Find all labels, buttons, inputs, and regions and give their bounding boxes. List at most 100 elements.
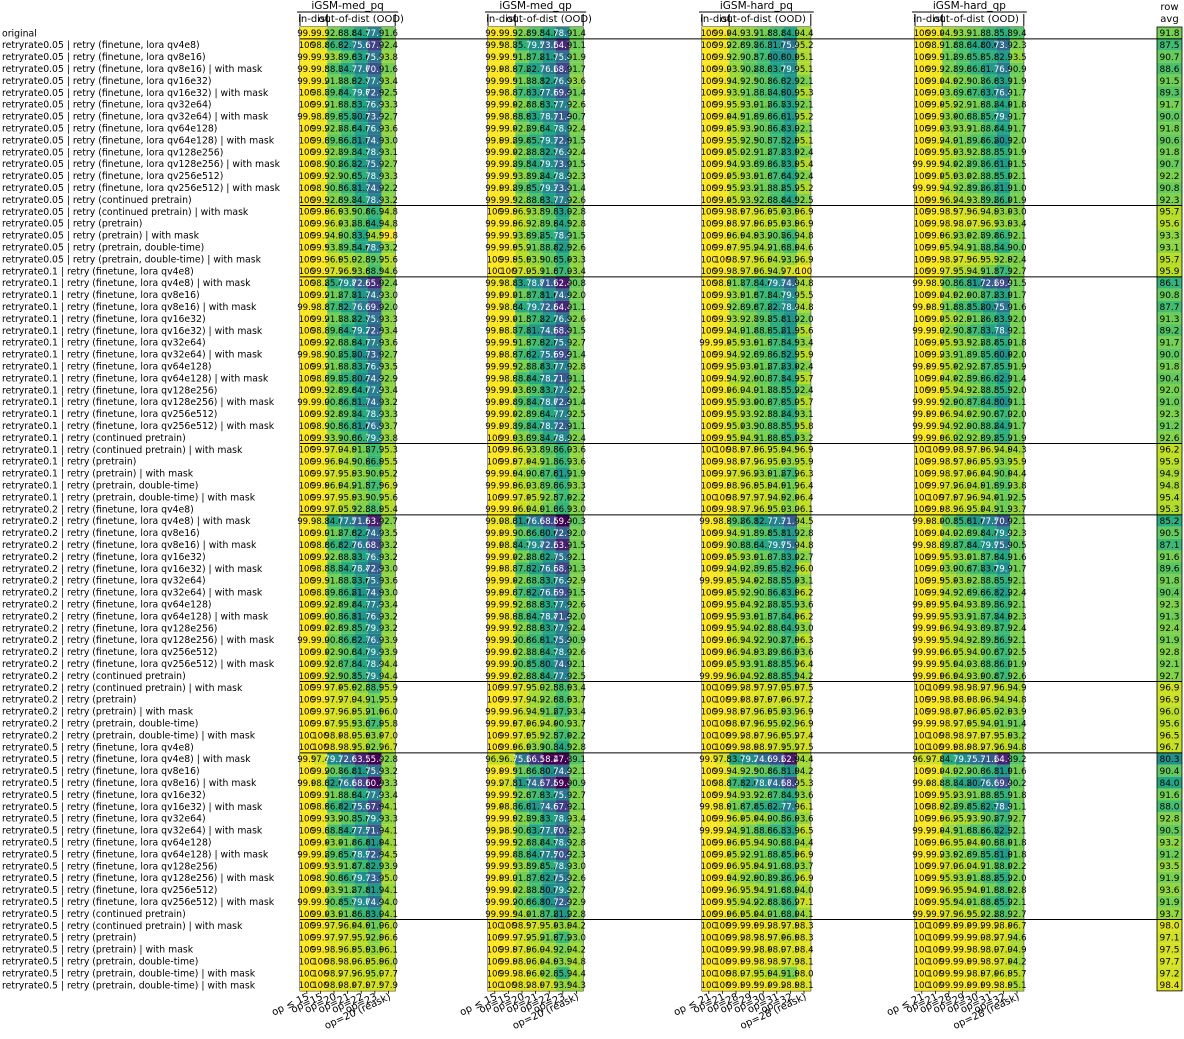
cell-value: 92.0 — [324, 29, 343, 39]
row-label: retryrate0.05 | retry (finetune, lora qv… — [2, 135, 275, 146]
cell-value: 93.8 — [379, 53, 398, 63]
cell-value: 91.4 — [939, 41, 958, 51]
cell-value: 78.1 — [553, 124, 572, 134]
cell-value: 87.6 — [754, 53, 773, 63]
row-avg-value: 90.6 — [1159, 136, 1179, 146]
row-avg-value: 96.7 — [1159, 743, 1179, 753]
heatmap-cell — [381, 134, 396, 146]
heatmap-cell — [542, 169, 556, 182]
cell-value: 86.7 — [338, 160, 357, 170]
heatmap-cell — [942, 98, 956, 111]
cell-value: 100 — [299, 184, 315, 194]
heatmap-cell — [300, 50, 314, 63]
cell-value: 99.4 — [713, 172, 732, 182]
cell-value: 100 — [701, 101, 717, 111]
cell-value: 92.1 — [1007, 232, 1026, 242]
row-label: retryrate0.5 | retry (finetune, lora qv1… — [2, 790, 206, 801]
heatmap-cell — [942, 169, 956, 182]
heatmap-cell — [300, 181, 314, 194]
cell-value: 91.8 — [1007, 850, 1026, 860]
cell-value: 82.1 — [781, 77, 800, 87]
row-label: retryrate0.2 | retry (finetune, lora qv8… — [2, 528, 200, 539]
cell-value: 100 — [701, 65, 717, 75]
heatmap-cell — [488, 110, 502, 123]
cell-value: 90.5 — [324, 184, 343, 194]
heatmap-cell — [300, 146, 314, 158]
group-title: iGSM-med_pq — [311, 0, 384, 12]
cell-value: 93.1 — [794, 410, 813, 420]
cell-value: 92.2 — [512, 148, 531, 158]
cell-value: 100 — [299, 136, 315, 146]
cell-value: 95.3 — [379, 446, 398, 456]
cell-value: 99.4 — [713, 148, 732, 158]
heatmap-cell — [702, 146, 716, 158]
cell-value: 92.8 — [379, 755, 398, 765]
heatmap-cell — [969, 98, 983, 111]
heatmap-cell — [542, 134, 556, 146]
cell-value: 92.1 — [1007, 898, 1026, 908]
heatmap-cell — [528, 122, 543, 135]
cell-value: 92.2 — [567, 731, 586, 741]
cell-value: 91.5 — [567, 589, 586, 599]
cell-value: 81.7 — [781, 113, 800, 123]
row-avg-value: 91.5 — [1159, 77, 1179, 87]
heatmap-cell — [983, 157, 997, 170]
row-avg-value: 90.4 — [1159, 589, 1179, 599]
cell-value: 94.8 — [1007, 696, 1026, 706]
row-label: retryrate0.05 | retry (pretrain) | with … — [2, 231, 200, 242]
heatmap-cell — [756, 169, 770, 182]
row-avg-value: 96.9 — [1159, 684, 1179, 694]
cell-value: 96.9 — [794, 708, 813, 718]
heatmap-cell — [996, 74, 1011, 87]
heatmap-cell — [742, 181, 757, 194]
heatmap-cell — [501, 110, 516, 123]
heatmap-cell — [556, 98, 570, 111]
heatmap-cell — [996, 62, 1011, 75]
cell-value: 93.7 — [567, 719, 586, 729]
heatmap-cell — [928, 74, 943, 87]
cell-value: 92.9 — [567, 577, 586, 587]
heatmap-cell — [797, 38, 811, 51]
cell-value: 92.7 — [324, 172, 343, 182]
cell-value: 93.2 — [379, 541, 398, 551]
cell-value: 79.6 — [352, 89, 371, 99]
heatmap-cell — [756, 181, 770, 194]
heatmap-cell — [501, 169, 516, 182]
cell-value: 99.4 — [713, 113, 732, 123]
row-label: retryrate0.1 | retry (finetune, lora qv6… — [2, 362, 212, 373]
row-avg-value: 95.7 — [1159, 255, 1179, 265]
cell-value: 96.9 — [794, 446, 813, 456]
heatmap-cell — [501, 134, 516, 146]
cell-value: 99.8 — [485, 136, 504, 146]
cell-value: 83.3 — [540, 196, 559, 206]
heatmap-cell — [969, 27, 983, 39]
cell-value: 99.9 — [297, 77, 316, 87]
subgroup-label: out-of-dist (OOD) — [318, 14, 404, 25]
cell-value: 89.4 — [324, 89, 343, 99]
cell-value: 99.4 — [499, 148, 518, 158]
cell-value: 85.8 — [980, 53, 999, 63]
row-avg-value: 90.4 — [1159, 374, 1179, 384]
cell-value: 91.4 — [754, 29, 773, 39]
cell-value: 96.1 — [794, 505, 813, 515]
heatmap-cell — [715, 146, 730, 158]
heatmap-cell — [381, 27, 396, 39]
heatmap-cell — [327, 134, 341, 146]
row-label: retryrate0.1 | retry (finetune, lora qv4… — [2, 278, 251, 289]
cell-value: 93.0 — [379, 589, 398, 599]
row-avg-value: 97.1 — [1159, 934, 1179, 944]
cell-value: 91.7 — [1007, 89, 1026, 99]
heatmap-cell — [340, 38, 355, 51]
cell-value: 89.6 — [953, 89, 972, 99]
heatmap-cell — [955, 50, 970, 63]
cell-value: 95.6 — [939, 172, 958, 182]
cell-value: 98.7 — [499, 41, 518, 51]
cell-value: 87.8 — [512, 89, 531, 99]
cell-value: 94.4 — [939, 160, 958, 170]
heatmap-cell — [556, 110, 570, 123]
cell-value: 95.0 — [379, 874, 398, 884]
row-avg-value: 87.7 — [1159, 303, 1179, 313]
cell-value: 89.0 — [953, 65, 972, 75]
row-label: retryrate0.5 | retry (pretrain) | with m… — [2, 945, 194, 956]
cell-value: 99.3 — [713, 89, 732, 99]
